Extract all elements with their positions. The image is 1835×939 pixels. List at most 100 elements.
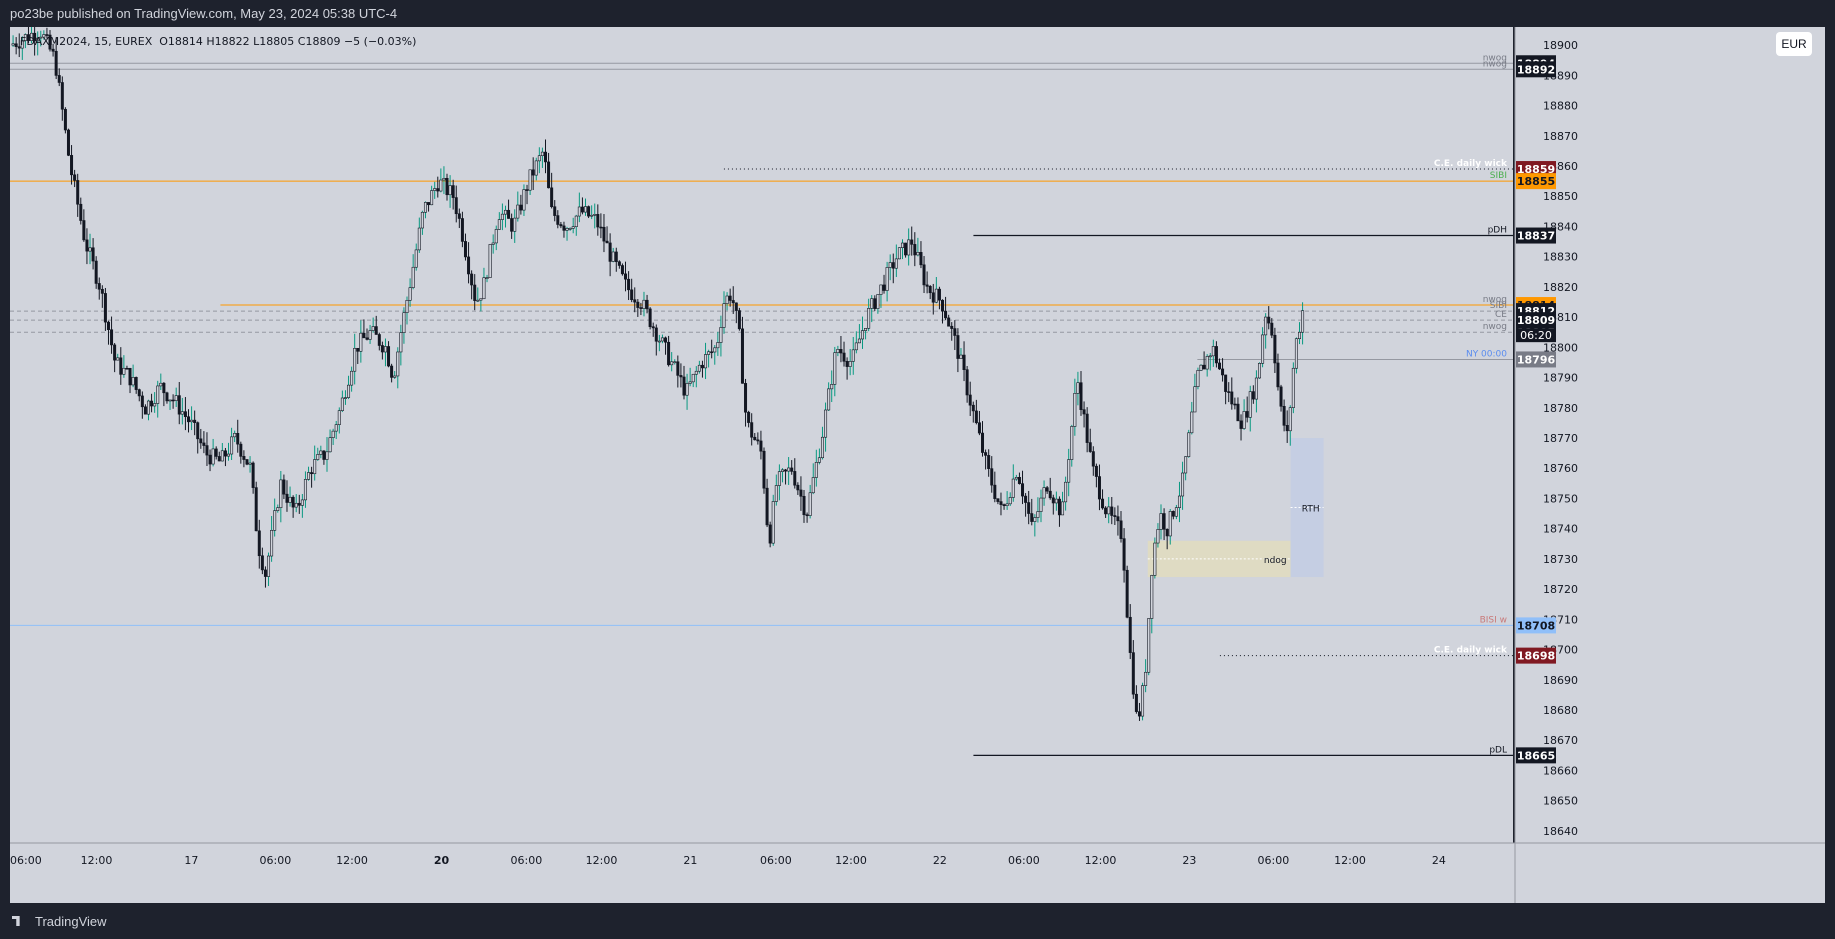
candle-body <box>162 382 166 394</box>
candle-body <box>1057 498 1061 516</box>
candle-body <box>73 174 77 181</box>
candle-body <box>1137 711 1141 717</box>
candle-body <box>94 260 98 284</box>
x-tick-label: 20 <box>434 854 450 867</box>
candle-body <box>694 370 698 375</box>
candle-body <box>1301 310 1305 333</box>
candle-body <box>827 388 831 411</box>
candle-body <box>1227 391 1231 393</box>
candle-body <box>556 215 560 225</box>
candle-body <box>199 438 203 444</box>
candle-body <box>968 394 972 406</box>
y-tick-label: 18900 <box>1543 39 1578 52</box>
candle-body <box>888 262 892 268</box>
candle-body <box>242 456 246 460</box>
candle-body <box>974 410 978 424</box>
candle-body <box>103 293 107 323</box>
candle-body <box>737 310 741 330</box>
candle-body <box>1070 426 1074 460</box>
candle-body <box>411 266 415 288</box>
candle-body <box>319 450 323 455</box>
candle-body <box>448 185 452 196</box>
candle-body <box>436 188 440 192</box>
candle-body <box>1085 413 1089 443</box>
level-label: C.E. daily wick <box>1434 159 1508 169</box>
candle-body <box>183 411 187 418</box>
candle-body <box>768 524 772 544</box>
candle-body <box>239 443 243 457</box>
candle-body <box>45 34 49 36</box>
candle-body <box>371 326 375 331</box>
candle-body <box>134 377 138 390</box>
candle-body <box>1291 367 1295 408</box>
level-price-label: 18809 <box>1517 314 1555 327</box>
candle-body <box>1187 432 1191 457</box>
candle-body <box>399 332 403 353</box>
x-tick-label: 17 <box>184 854 198 867</box>
level-price-badge <box>1516 61 1556 78</box>
zone-ndog <box>1147 540 1291 578</box>
candle-body <box>787 467 791 472</box>
candle-body <box>820 436 824 459</box>
candle-body <box>82 220 86 241</box>
candle-body <box>417 227 421 251</box>
candle-body <box>1298 331 1302 340</box>
candle-body <box>36 37 40 42</box>
candle-body <box>463 241 467 258</box>
x-tick-label: 06:00 <box>1008 854 1040 867</box>
candle-body <box>537 155 541 162</box>
candle-body <box>393 375 397 378</box>
candle-body <box>1107 506 1111 515</box>
candle-body <box>1264 316 1268 336</box>
candle-body <box>630 289 634 301</box>
candle-body <box>423 202 427 213</box>
candle-body <box>691 373 695 383</box>
candle-body <box>70 155 74 176</box>
candle-body <box>380 345 384 353</box>
brand-name: TradingView <box>35 913 107 929</box>
candle-body <box>1054 498 1058 504</box>
candle-body <box>596 214 600 228</box>
candle-body <box>931 292 935 303</box>
candlestick-chart[interactable]: 1890018890188801887018860188501884018830… <box>10 27 1825 903</box>
currency-button[interactable]: EUR <box>1776 32 1812 56</box>
candle-body <box>165 392 169 402</box>
y-tick-label: 18690 <box>1543 674 1578 687</box>
candle-body <box>928 286 932 294</box>
candle-body <box>799 489 803 497</box>
candle-body <box>316 454 320 460</box>
candle-body <box>1174 507 1178 517</box>
candle-body <box>356 347 360 352</box>
candle-body <box>1248 391 1252 418</box>
level-price-label: 18855 <box>1517 175 1555 188</box>
candle-body <box>673 361 677 364</box>
candle-body <box>984 452 988 456</box>
candle-body <box>759 440 763 452</box>
y-tick-label: 18880 <box>1543 100 1578 113</box>
candle-body <box>934 288 938 303</box>
candle-body <box>577 206 581 217</box>
candle-body <box>291 496 295 508</box>
candle-body <box>387 346 391 367</box>
x-tick-label: 21 <box>683 854 697 867</box>
candle-body <box>891 262 895 269</box>
candle-body <box>1294 338 1298 369</box>
candle-body <box>263 569 267 577</box>
candle-body <box>1110 506 1114 516</box>
candle-body <box>91 247 95 262</box>
candle-body <box>1048 490 1052 499</box>
candle-body <box>414 249 418 268</box>
candle-body <box>734 302 738 311</box>
candle-body <box>1205 356 1209 370</box>
candle-body <box>1033 517 1037 522</box>
y-tick-label: 18730 <box>1543 553 1578 566</box>
candle-body <box>26 34 30 41</box>
x-tick-label: 06:00 <box>760 854 792 867</box>
candle-body <box>442 177 446 181</box>
candle-body <box>864 328 868 331</box>
x-tick-label: 24 <box>1432 854 1446 867</box>
candle-body <box>1141 685 1145 717</box>
chart-area[interactable]: 18900 18890 18880 18870 18860 18850 18840 18830… <box>10 27 1825 903</box>
candle-body <box>1067 459 1071 483</box>
candle-body <box>282 479 286 495</box>
